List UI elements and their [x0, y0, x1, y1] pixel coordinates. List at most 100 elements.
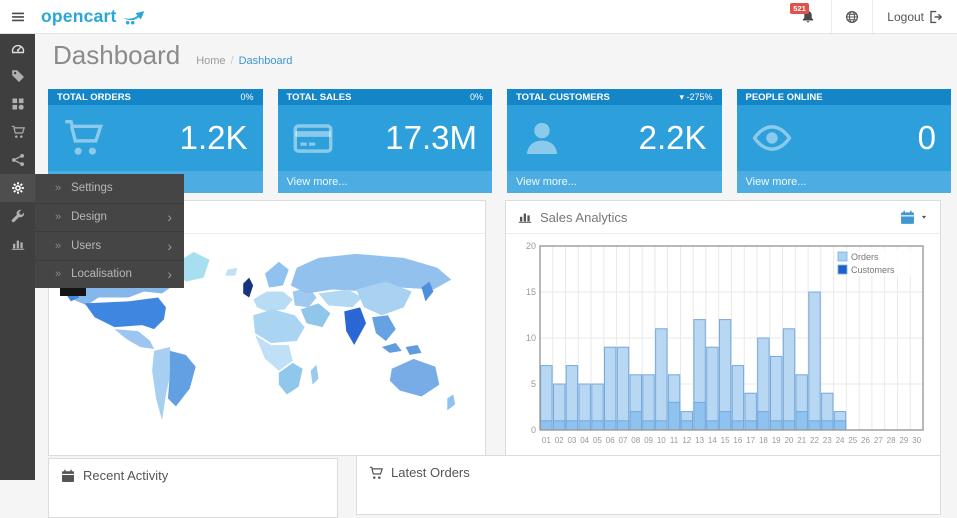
- sales-analytics-header: Sales Analytics: [506, 201, 940, 234]
- divider: [831, 0, 833, 33]
- chevron-right-icon: ›: [167, 209, 172, 226]
- logout-button[interactable]: Logout: [873, 0, 957, 33]
- view-more-link[interactable]: View more...: [507, 171, 722, 193]
- svg-text:19: 19: [772, 436, 781, 445]
- globe-icon: [845, 10, 859, 24]
- view-more-link[interactable]: View more...: [277, 171, 492, 193]
- map-region-russia[interactable]: [290, 253, 452, 294]
- map-region-mexico[interactable]: [114, 329, 155, 349]
- sidebar-item-dashboard[interactable]: [0, 34, 35, 62]
- map-region-iceland[interactable]: [225, 267, 238, 276]
- svg-text:26: 26: [861, 436, 870, 445]
- map-region-australia[interactable]: [389, 358, 440, 397]
- map-region-new-zealand[interactable]: [447, 394, 456, 411]
- map-region-west-africa[interactable]: [255, 335, 293, 371]
- svg-text:17: 17: [746, 436, 755, 445]
- map-region-greenland[interactable]: [175, 251, 210, 282]
- svg-text:24: 24: [836, 436, 845, 445]
- map-region-kazakhstan[interactable]: [318, 289, 363, 308]
- map-region-uk[interactable]: [243, 277, 254, 298]
- recent-activity-header: Recent Activity: [49, 459, 337, 492]
- map-region-india[interactable]: [344, 307, 367, 345]
- svg-text:28: 28: [887, 436, 896, 445]
- map-region-south-africa[interactable]: [278, 362, 303, 395]
- tile-value: 1.2K: [179, 119, 248, 156]
- cart-icon: [369, 466, 383, 480]
- flyout-submenu-notch: [60, 288, 86, 296]
- calendar-icon: [61, 469, 75, 483]
- svg-text:03: 03: [567, 436, 576, 445]
- credit-card-icon: [293, 118, 333, 158]
- svg-text:22: 22: [810, 436, 819, 445]
- map-region-north-africa[interactable]: [253, 309, 305, 344]
- flyout-item-localisation[interactable]: » Localisation ›: [35, 259, 184, 289]
- flyout-item-design[interactable]: » Design ›: [35, 202, 184, 232]
- date-range-dropdown-button[interactable]: [900, 210, 928, 225]
- stores-button[interactable]: [832, 0, 872, 33]
- tile-value: 2.2K: [638, 119, 707, 156]
- svg-text:5: 5: [531, 379, 536, 389]
- page-title: Dashboard: [53, 40, 181, 70]
- divider: [872, 0, 874, 33]
- extensions-icon: [11, 97, 25, 111]
- tile-percent-badge: ▾ -275%: [679, 91, 713, 102]
- sidebar-item-extensions[interactable]: [0, 90, 35, 118]
- map-region-europe[interactable]: [253, 291, 293, 312]
- flyout-item-label: Localisation: [71, 268, 132, 281]
- tile-total-sales: TOTAL SALES 0% 17.3M View more...: [277, 89, 492, 193]
- tag-icon: [11, 69, 25, 83]
- tile-percent-badge: 0%: [469, 92, 483, 102]
- menu-icon: [11, 10, 25, 24]
- breadcrumb: Home / Dashboard: [196, 55, 292, 67]
- world-map-panel-header: [49, 201, 485, 234]
- chevron-right-icon: ›: [167, 266, 172, 283]
- flyout-item-settings[interactable]: » Settings: [35, 174, 184, 203]
- sidebar-item-tag[interactable]: [0, 62, 35, 90]
- view-more-link[interactable]: View more...: [736, 171, 951, 193]
- map-region-brazil[interactable]: [167, 350, 196, 407]
- map-region-south-america[interactable]: [152, 346, 172, 421]
- map-region-china[interactable]: [356, 281, 412, 316]
- map-region-indonesia[interactable]: [381, 343, 422, 355]
- sidebar-item-bar-chart[interactable]: [0, 230, 35, 258]
- sidebar-item-share[interactable]: [0, 146, 35, 174]
- map-region-usa[interactable]: [66, 289, 166, 330]
- svg-text:04: 04: [580, 436, 589, 445]
- sidebar-nav: [0, 34, 35, 480]
- notifications-button[interactable]: 521: [785, 0, 831, 33]
- map-region-se-asia[interactable]: [371, 315, 396, 342]
- map-region-japan[interactable]: [421, 281, 434, 302]
- svg-text:30: 30: [912, 436, 921, 445]
- breadcrumb-home[interactable]: Home: [196, 55, 226, 67]
- svg-text:16: 16: [733, 436, 742, 445]
- flyout-item-users[interactable]: » Users ›: [35, 231, 184, 260]
- breadcrumb-dashboard[interactable]: Dashboard: [238, 55, 293, 67]
- menu-toggle-button[interactable]: [0, 0, 35, 33]
- sidebar-item-cart[interactable]: [0, 118, 35, 146]
- angle-double-right-icon: »: [55, 268, 62, 281]
- svg-text:09: 09: [644, 436, 653, 445]
- map-region-middle-east[interactable]: [300, 303, 331, 328]
- sidebar-item-gear[interactable]: [0, 174, 35, 202]
- wrench-icon: [11, 209, 25, 223]
- sidebar-item-wrench[interactable]: [0, 202, 35, 230]
- map-region-madagascar[interactable]: [310, 364, 319, 385]
- opencart-logo[interactable]: opencart: [41, 0, 146, 33]
- latest-orders-header: Latest Orders: [357, 456, 940, 489]
- sales-chart-body: 0 5 10 15 20 01 02 03 04 05 06 07 08 09 10 11 12 13 14 15 16…: [506, 234, 940, 452]
- notification-count-badge: 521: [790, 3, 809, 14]
- tile-total-customers: TOTAL CUSTOMERS ▾ -275% 2.2K View more..…: [507, 89, 722, 193]
- latest-orders-title: Latest Orders: [391, 465, 470, 480]
- map-region-scandinavia[interactable]: [265, 261, 289, 288]
- tile-percent-badge: 0%: [240, 92, 254, 102]
- cart-icon: [63, 118, 103, 158]
- tile-body: 1.2K: [48, 105, 263, 171]
- top-bar: opencart 521 Logout: [0, 0, 957, 34]
- tile-title: TOTAL SALES: [286, 91, 352, 103]
- svg-text:13: 13: [695, 436, 704, 445]
- svg-text:15: 15: [526, 287, 536, 297]
- cart-icon: [11, 125, 25, 139]
- tile-people-online: PEOPLE ONLINE 0 View more...: [736, 89, 951, 193]
- svg-text:25: 25: [848, 436, 857, 445]
- logout-label: Logout: [887, 9, 924, 24]
